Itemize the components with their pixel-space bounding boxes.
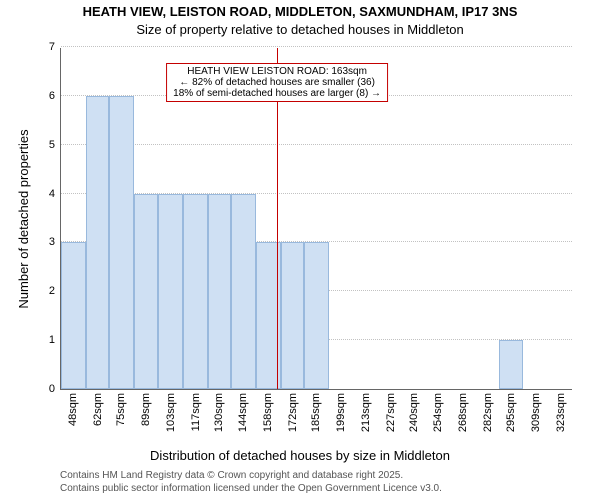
attribution: Contains HM Land Registry data © Crown c… — [60, 470, 442, 495]
annotation-line: 18% of semi-detached houses are larger (… — [173, 88, 381, 99]
x-tick: 268sqm — [457, 393, 469, 432]
gridline — [61, 46, 572, 47]
histogram-bar — [208, 194, 231, 389]
x-tick: 130sqm — [213, 393, 225, 432]
y-tick: 5 — [49, 139, 61, 151]
x-tick: 144sqm — [237, 393, 249, 432]
attribution-line-1: Contains HM Land Registry data © Crown c… — [60, 470, 442, 483]
x-tick: 199sqm — [335, 393, 347, 432]
x-tick: 158sqm — [262, 393, 274, 432]
y-tick: 2 — [49, 285, 61, 297]
y-tick: 7 — [49, 41, 61, 53]
x-tick: 227sqm — [385, 393, 397, 432]
plot-area: 0123456748sqm62sqm75sqm89sqm103sqm117sqm… — [60, 48, 572, 390]
chart-subtitle: Size of property relative to detached ho… — [0, 22, 600, 37]
x-tick: 213sqm — [360, 393, 372, 432]
x-tick: 62sqm — [92, 393, 104, 426]
histogram-bar — [231, 194, 256, 389]
x-tick: 309sqm — [530, 393, 542, 432]
x-tick: 75sqm — [115, 393, 127, 426]
y-tick: 6 — [49, 90, 61, 102]
x-tick: 295sqm — [505, 393, 517, 432]
annotation-line: ← 82% of detached houses are smaller (36… — [173, 77, 381, 88]
gridline — [61, 144, 572, 145]
histogram-bar — [109, 96, 134, 389]
histogram-bar — [281, 242, 304, 389]
y-tick: 1 — [49, 334, 61, 346]
histogram-bar — [499, 340, 524, 389]
x-axis-label: Distribution of detached houses by size … — [0, 448, 600, 463]
x-tick: 103sqm — [165, 393, 177, 432]
histogram-bar — [304, 242, 329, 389]
y-tick: 3 — [49, 236, 61, 248]
x-tick: 254sqm — [432, 393, 444, 432]
histogram-bar — [158, 194, 183, 389]
x-tick: 185sqm — [310, 393, 322, 432]
histogram-bar — [183, 194, 208, 389]
x-tick: 89sqm — [140, 393, 152, 426]
x-tick: 172sqm — [287, 393, 299, 432]
chart-title: HEATH VIEW, LEISTON ROAD, MIDDLETON, SAX… — [0, 4, 600, 19]
annotation-line: HEATH VIEW LEISTON ROAD: 163sqm — [173, 66, 381, 77]
y-axis-label: Number of detached properties — [16, 129, 31, 308]
histogram-bar — [61, 242, 86, 389]
y-tick: 4 — [49, 188, 61, 200]
y-tick: 0 — [49, 383, 61, 395]
histogram-bar — [86, 96, 109, 389]
x-tick: 323sqm — [555, 393, 567, 432]
chart-container: HEATH VIEW, LEISTON ROAD, MIDDLETON, SAX… — [0, 0, 600, 500]
x-tick: 48sqm — [67, 393, 79, 426]
histogram-bar — [134, 194, 159, 389]
x-tick: 117sqm — [190, 393, 202, 431]
x-tick: 240sqm — [408, 393, 420, 432]
annotation-box: HEATH VIEW LEISTON ROAD: 163sqm← 82% of … — [166, 63, 388, 102]
x-tick: 282sqm — [482, 393, 494, 432]
attribution-line-2: Contains public sector information licen… — [60, 483, 442, 496]
